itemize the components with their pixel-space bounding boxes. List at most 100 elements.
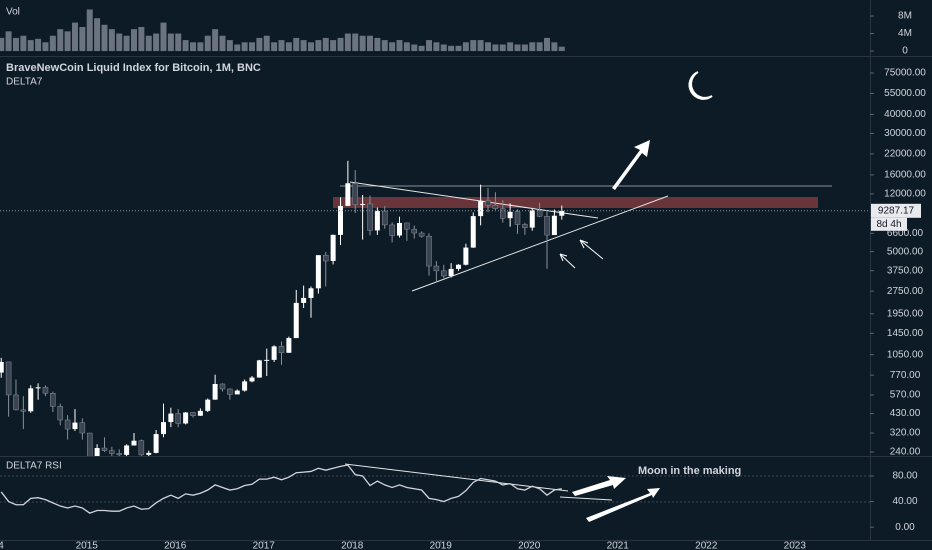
volume-bar <box>108 29 115 52</box>
volume-bar <box>49 35 56 52</box>
y-tick-label: 1050.00 <box>887 349 924 360</box>
volume-bar <box>130 29 137 52</box>
volume-bar <box>381 40 388 52</box>
candle-body <box>242 381 248 391</box>
y-tick-label: 3750.00 <box>887 265 924 276</box>
candle-body <box>35 387 41 389</box>
volume-bar <box>42 42 49 52</box>
last-price-label: 9287.17 <box>878 205 915 216</box>
candle-body <box>551 215 557 236</box>
volume-bar <box>57 29 64 52</box>
candle-body <box>271 346 277 360</box>
candle-body <box>175 413 181 424</box>
volume-bar <box>558 46 565 52</box>
trend-line <box>411 195 669 292</box>
volume-bar <box>374 37 381 52</box>
x-tick-label: 2017 <box>253 541 276 550</box>
candle-body <box>86 432 93 456</box>
volume-bar <box>455 45 462 52</box>
volume-bar <box>359 35 366 52</box>
candle-body <box>146 452 152 455</box>
arrow <box>579 239 604 260</box>
candle-body <box>308 288 314 298</box>
y-tick-label: 30000.00 <box>884 128 926 139</box>
volume-bar <box>426 40 433 52</box>
candle-body <box>64 419 71 430</box>
y-tick-label: 40.00 <box>892 496 917 507</box>
volume-bar <box>145 35 152 52</box>
volume-bar <box>462 42 469 52</box>
candle-body <box>101 447 108 451</box>
candle-body <box>463 247 469 265</box>
volume-bar <box>234 44 241 52</box>
candle-body <box>478 200 484 217</box>
volume-bar <box>440 44 447 52</box>
candle-body <box>212 383 218 400</box>
volume-bar <box>0 37 5 52</box>
volume-bar <box>219 35 226 52</box>
pane <box>0 464 562 514</box>
volume-bar <box>485 42 492 52</box>
candle-body <box>13 394 19 411</box>
volume-bar <box>189 42 196 52</box>
volume-bar <box>226 40 233 52</box>
volume-bar <box>182 40 189 52</box>
countdown-box <box>871 217 907 231</box>
volume-bar <box>35 38 42 52</box>
y-tick-label: 22000.00 <box>884 149 926 160</box>
volume-bar <box>293 37 300 52</box>
candle-body <box>470 216 476 248</box>
volume-bar <box>529 42 536 52</box>
candle-body <box>441 270 447 277</box>
candle-body <box>183 412 189 424</box>
y-tick-label: 320.00 <box>890 428 921 439</box>
annotation: Moon in the making <box>638 465 741 477</box>
candle-body <box>418 232 425 237</box>
candle-body <box>345 183 351 206</box>
candle-body <box>456 264 462 269</box>
candle-body <box>0 361 4 373</box>
volume-bar <box>477 40 484 52</box>
volume-bar <box>256 37 263 52</box>
volume-bar <box>403 42 410 52</box>
candle-body <box>522 224 528 228</box>
candle-body <box>322 254 329 262</box>
candle-body <box>544 216 550 236</box>
arrow <box>612 140 650 190</box>
y-tick-label: 1450.00 <box>887 328 924 339</box>
candle-body <box>138 440 145 456</box>
candle-body <box>293 302 299 339</box>
volume-bar <box>330 40 337 52</box>
y-tick-label: 0 <box>902 46 908 57</box>
volume-bar <box>389 42 396 52</box>
volume-bar <box>315 40 322 52</box>
y-tick-label: 430.00 <box>890 408 921 419</box>
volume-bar <box>544 37 551 52</box>
x-tick-label: 2016 <box>164 541 187 550</box>
volume-bar <box>551 42 558 52</box>
volume-bar <box>212 29 219 52</box>
candle-body <box>278 346 285 354</box>
volume-bar <box>138 26 145 52</box>
candle-body <box>57 406 63 421</box>
indicator-label: DELTA7 <box>6 77 43 88</box>
volume-bar <box>470 40 477 52</box>
volume-bar <box>337 37 344 52</box>
candle-body <box>367 203 373 231</box>
volume-bar <box>492 44 499 52</box>
volume-bar <box>396 40 403 52</box>
volume-bar <box>411 44 418 52</box>
volume-bar <box>101 24 108 52</box>
candle-body <box>79 422 86 434</box>
volume-bar <box>27 40 34 52</box>
rsi-label: DELTA7 RSI <box>6 461 62 472</box>
volume-bar <box>307 42 314 52</box>
volume-bar <box>86 9 93 52</box>
candle-body <box>264 359 270 361</box>
trend-line <box>349 181 599 219</box>
y-tick-label: 40000.00 <box>884 109 926 120</box>
volume-bar <box>352 33 359 52</box>
volume-bar <box>322 37 329 52</box>
volume-bar <box>418 45 425 52</box>
candle-body <box>352 183 358 205</box>
